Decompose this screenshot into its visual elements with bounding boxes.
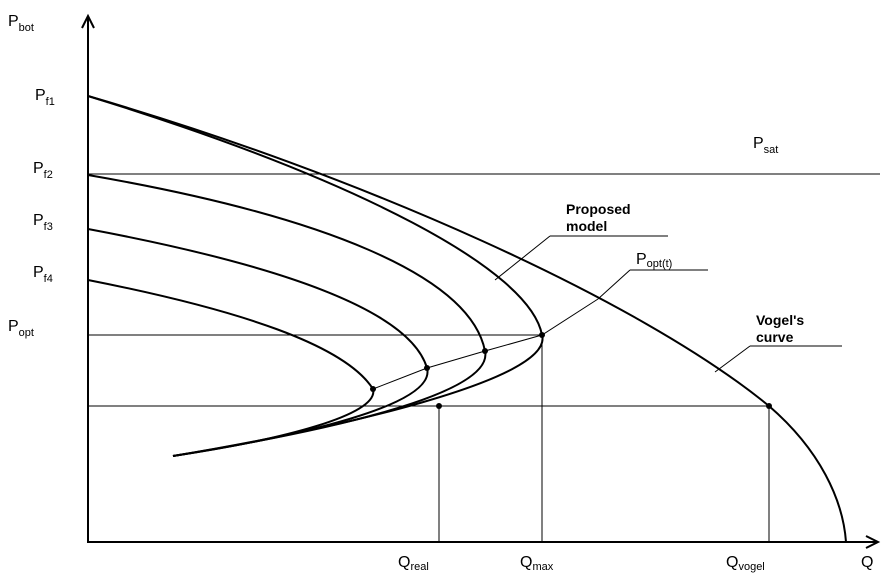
popt-point-pf4 <box>370 386 376 392</box>
proposed-curve-pf3 <box>87 228 429 457</box>
x-axis-arrow <box>865 535 881 549</box>
proposed-model-label-2: model <box>566 218 607 234</box>
popt-point-pf2 <box>482 348 488 354</box>
vogel-label-1: Vogel's <box>756 312 804 328</box>
pf3-label: Pf3 <box>33 212 53 233</box>
proposed-leader <box>494 235 551 281</box>
qreal-point <box>436 403 442 409</box>
qvogel-point <box>766 403 772 409</box>
pf4-label: Pf4 <box>33 264 53 285</box>
popt-t-line <box>372 298 599 390</box>
proposed-model-label-1: Proposed <box>566 201 631 217</box>
vogel-leader <box>714 345 751 373</box>
proposed-curve-pf4 <box>87 279 375 457</box>
popt-label: Popt <box>8 318 34 339</box>
qvogel-label: Qvogel <box>726 554 765 573</box>
y-axis-title: Pbot <box>8 13 34 34</box>
vogel-curve <box>87 95 847 543</box>
popt-t-label: Popt(t) <box>636 251 672 270</box>
pf1-label: Pf1 <box>35 87 55 108</box>
qreal-label: Qreal <box>398 554 429 573</box>
psat-label: Psat <box>753 135 778 156</box>
qmax-label: Qmax <box>520 554 554 573</box>
popt-point-pf3 <box>424 365 430 371</box>
popt-point-pf1 <box>539 332 545 338</box>
x-axis-title: Q <box>861 554 873 571</box>
pf2-label: Pf2 <box>33 160 53 181</box>
proposed-curve-pf1 <box>87 95 544 457</box>
vogel-label-2: curve <box>756 329 794 345</box>
popt-t-leader <box>597 269 631 300</box>
y-axis-arrow <box>81 13 95 29</box>
